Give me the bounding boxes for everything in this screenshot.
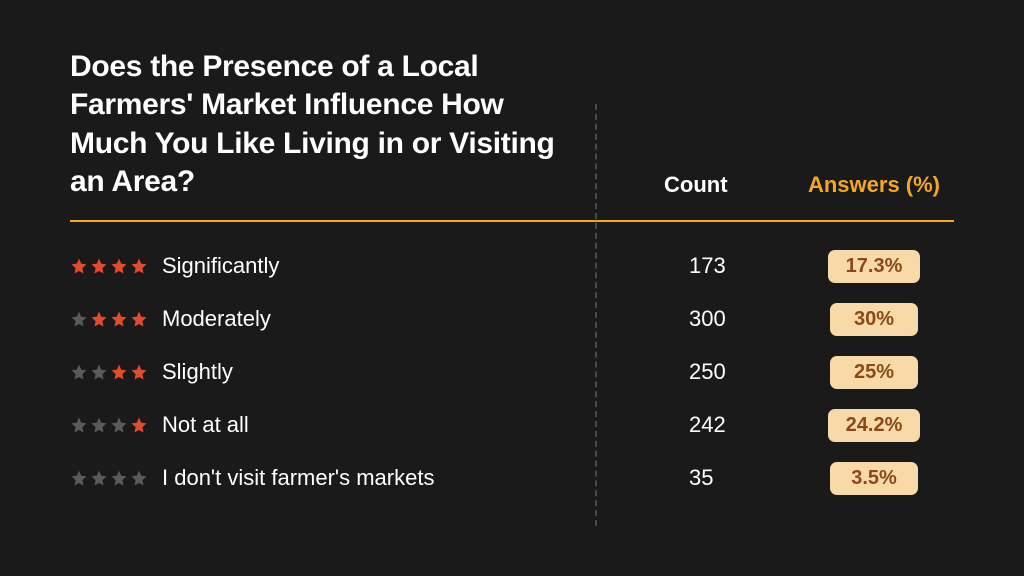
star-active-icon <box>110 363 128 381</box>
row-label: Significantly <box>162 253 659 279</box>
row-percent-wrap: 25% <box>794 356 954 389</box>
star-rating <box>70 416 162 434</box>
star-inactive-icon <box>70 310 88 328</box>
star-inactive-icon <box>110 416 128 434</box>
star-active-icon <box>130 257 148 275</box>
row-percent-badge: 3.5% <box>830 462 918 495</box>
row-percent-wrap: 30% <box>794 303 954 336</box>
star-rating <box>70 469 162 487</box>
star-inactive-icon <box>70 469 88 487</box>
star-active-icon <box>130 310 148 328</box>
count-header: Count <box>664 172 754 198</box>
star-inactive-icon <box>90 363 108 381</box>
star-inactive-icon <box>70 416 88 434</box>
star-inactive-icon <box>70 363 88 381</box>
page-title: Does the Presence of a Local Farmers' Ma… <box>70 48 580 202</box>
row-count: 242 <box>659 412 794 438</box>
row-percent-wrap: 24.2% <box>794 409 954 442</box>
star-inactive-icon <box>110 469 128 487</box>
row-percent-wrap: 17.3% <box>794 250 954 283</box>
table-row: Significantly173 17.3% <box>70 250 954 283</box>
row-percent-badge: 17.3% <box>828 250 921 283</box>
row-percent-badge: 25% <box>830 356 918 389</box>
row-count: 35 <box>659 465 794 491</box>
star-active-icon <box>130 416 148 434</box>
row-label: I don't visit farmer's markets <box>162 465 659 491</box>
star-active-icon <box>110 257 128 275</box>
row-percent-badge: 24.2% <box>828 409 921 442</box>
row-label: Moderately <box>162 306 659 332</box>
answers-header: Answers (%) <box>794 172 954 198</box>
vertical-divider <box>595 104 597 526</box>
star-active-icon <box>110 310 128 328</box>
row-count: 250 <box>659 359 794 385</box>
header-row: Does the Presence of a Local Farmers' Ma… <box>70 48 954 220</box>
star-active-icon <box>90 310 108 328</box>
star-active-icon <box>70 257 88 275</box>
data-rows: Significantly173 17.3% Moderately300 30% Sli… <box>70 250 954 495</box>
column-headers: Count Answers (%) <box>664 172 954 202</box>
row-label: Slightly <box>162 359 659 385</box>
horizontal-divider <box>70 220 954 222</box>
star-inactive-icon <box>130 469 148 487</box>
table-row: Moderately300 30% <box>70 303 954 336</box>
star-rating <box>70 363 162 381</box>
row-count: 173 <box>659 253 794 279</box>
star-active-icon <box>90 257 108 275</box>
star-active-icon <box>130 363 148 381</box>
row-percent-badge: 30% <box>830 303 918 336</box>
table-row: Slightly250 25% <box>70 356 954 389</box>
row-count: 300 <box>659 306 794 332</box>
table-row: Not at all242 24.2% <box>70 409 954 442</box>
table-row: I don't visit farmer's markets35 3.5% <box>70 462 954 495</box>
star-rating <box>70 257 162 275</box>
star-inactive-icon <box>90 416 108 434</box>
row-label: Not at all <box>162 412 659 438</box>
star-inactive-icon <box>90 469 108 487</box>
star-rating <box>70 310 162 328</box>
row-percent-wrap: 3.5% <box>794 462 954 495</box>
